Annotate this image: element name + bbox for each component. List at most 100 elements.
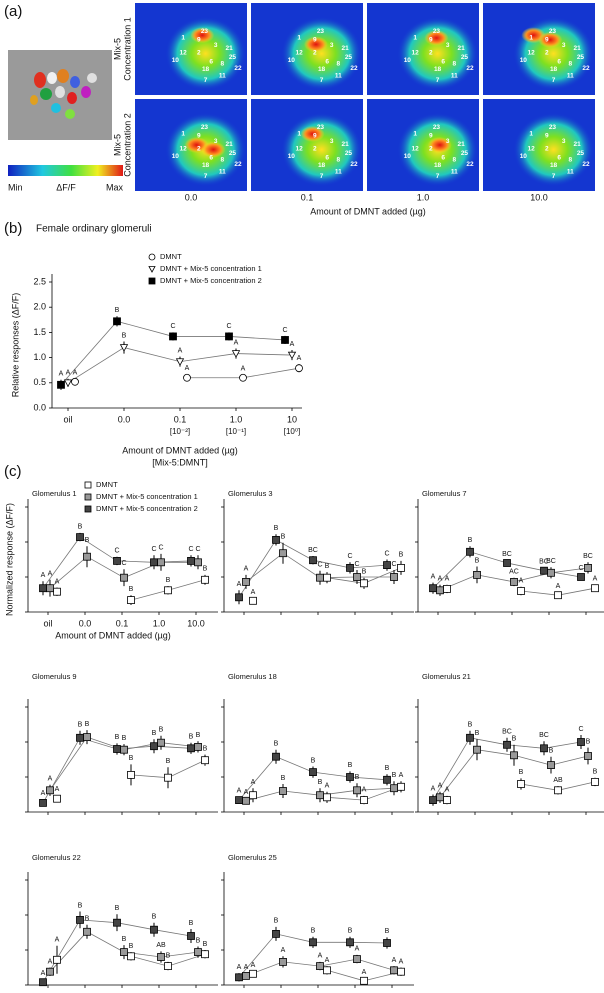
glomerulus-label: 3 xyxy=(446,42,450,49)
x-tick-label: 10 xyxy=(287,414,297,424)
y-tick-label: 0.5 xyxy=(33,377,46,387)
significance-letter: A xyxy=(445,787,450,794)
marker xyxy=(577,573,585,581)
chart-title: Glomerulus 18 xyxy=(228,672,277,681)
significance-letter: A xyxy=(438,783,443,790)
significance-letter: B xyxy=(166,758,171,765)
glomerulus-label: 6 xyxy=(325,155,329,162)
marker xyxy=(194,558,202,567)
significance-letter: B xyxy=(196,732,201,739)
legend-label: DMNT xyxy=(96,480,118,489)
y-tick-label: 0.0 xyxy=(33,402,46,412)
glomerulus-label: 10 xyxy=(520,57,528,64)
significance-letter: A xyxy=(55,578,60,585)
row-label: Concentration 2 xyxy=(122,113,132,177)
significance-letter: A xyxy=(244,789,249,796)
glomerulus-label: 23 xyxy=(433,124,441,131)
significance-letter: B xyxy=(129,943,134,950)
heat-blob xyxy=(513,112,594,187)
legend-marker xyxy=(148,266,156,273)
glomerulus-label: 25 xyxy=(461,150,469,157)
glomerulus-label: 22 xyxy=(234,161,242,168)
glomerulus-label: 12 xyxy=(180,145,188,152)
marker xyxy=(150,925,158,934)
y-tick-label: 1.5 xyxy=(33,327,46,337)
marker xyxy=(397,967,405,976)
glomerulus-label: 23 xyxy=(549,28,557,35)
significance-letter: C xyxy=(354,561,359,568)
significance-letter: A xyxy=(59,371,64,378)
glomerulus-label: 8 xyxy=(337,156,341,163)
glomerulus-label: 22 xyxy=(466,65,474,72)
glomerulus-label: 2 xyxy=(197,49,201,56)
glomerulus-label: 3 xyxy=(446,138,450,145)
marker xyxy=(443,796,451,804)
significance-letter: B xyxy=(325,563,330,570)
significance-letter: B xyxy=(274,741,279,748)
marker xyxy=(76,733,84,742)
glomerulus-label: 11 xyxy=(335,72,342,79)
significance-letter: B xyxy=(475,730,480,737)
significance-letter: A xyxy=(438,576,443,583)
marker xyxy=(83,733,91,741)
marker xyxy=(397,782,405,791)
glomerulus-label: 23 xyxy=(549,124,557,131)
significance-letter: A xyxy=(556,583,561,590)
significance-letter: A xyxy=(55,786,60,793)
glomerulus-label: 3 xyxy=(330,138,334,145)
glomerulus-label: 22 xyxy=(582,65,590,72)
glomerulus-label: 18 xyxy=(550,66,558,73)
glomerulus-label: 1 xyxy=(181,131,185,138)
significance-letter: AB xyxy=(156,942,166,949)
glomerulus-label: 2 xyxy=(545,49,549,56)
significance-letter: A xyxy=(362,969,367,976)
significance-letter: C xyxy=(151,546,156,553)
significance-letter: B xyxy=(512,736,517,743)
marker xyxy=(235,796,243,804)
marker xyxy=(157,558,165,567)
marker xyxy=(53,587,61,596)
marker xyxy=(164,586,172,595)
marker xyxy=(239,373,247,382)
marker xyxy=(183,373,191,382)
panel-label: (a) xyxy=(4,3,22,20)
significance-letter: A xyxy=(244,964,249,971)
marker xyxy=(517,780,525,788)
marker xyxy=(353,573,361,581)
legend-marker xyxy=(84,493,92,501)
significance-letter: BC xyxy=(539,732,549,739)
marker xyxy=(194,948,202,956)
marker xyxy=(281,336,289,344)
marker xyxy=(346,773,354,781)
significance-letter: A xyxy=(290,341,295,348)
marker xyxy=(323,793,331,802)
marker xyxy=(127,771,135,779)
x-tick-label: 1.0 xyxy=(153,618,166,628)
significance-letter: B xyxy=(159,727,164,734)
chart-title: Glomerulus 25 xyxy=(228,853,277,862)
marker xyxy=(554,591,562,600)
glomerulus-label: 9 xyxy=(429,37,433,44)
column-label: 10.0 xyxy=(530,192,548,202)
significance-letter: B xyxy=(122,332,127,339)
y-tick-label: 2.5 xyxy=(33,276,46,286)
marker xyxy=(554,786,562,795)
glomerulus-label: 10 xyxy=(404,57,412,64)
marker xyxy=(76,916,84,924)
marker xyxy=(46,584,54,593)
legend-label: DMNT + Mix-5 concentration 1 xyxy=(160,264,262,273)
glomerulus-label: 6 xyxy=(557,155,561,162)
marker xyxy=(584,752,592,760)
marker xyxy=(346,938,354,947)
significance-letter: C xyxy=(121,560,126,567)
significance-letter: A xyxy=(237,581,242,588)
glomerulus-label: 7 xyxy=(320,173,324,180)
marker xyxy=(225,332,233,341)
marker xyxy=(194,743,202,751)
significance-letter: A xyxy=(392,957,397,964)
significance-letter: B xyxy=(311,757,316,764)
glomerulus-label: 11 xyxy=(335,168,342,175)
significance-letter: B xyxy=(519,769,524,776)
marker xyxy=(547,568,555,577)
